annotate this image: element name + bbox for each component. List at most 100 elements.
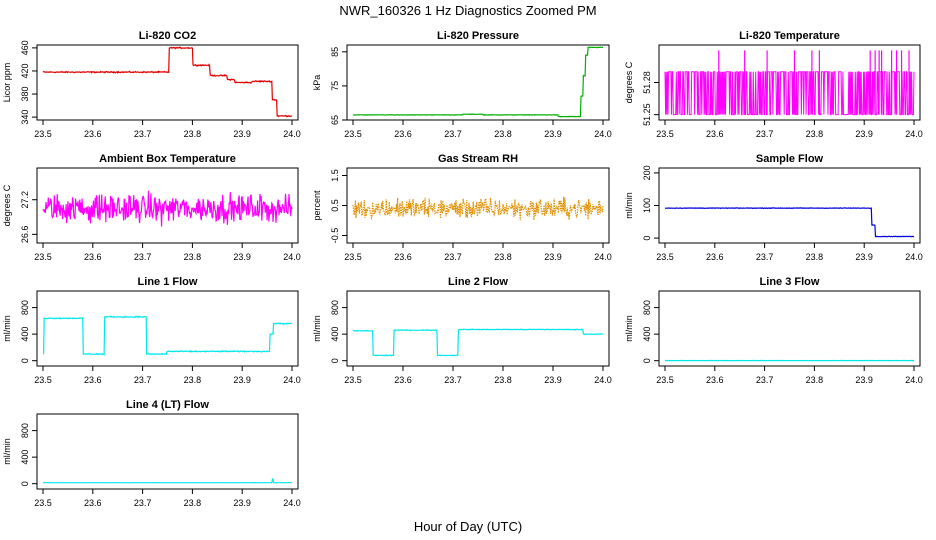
y-tick-label: 800 — [642, 300, 652, 315]
y-tick-label: 85 — [330, 47, 340, 57]
x-tick-label: 23.7 — [134, 375, 152, 385]
panel-ylabel: percent — [312, 190, 322, 221]
x-tick-label: 23.9 — [855, 252, 873, 262]
series-line — [352, 46, 604, 118]
y-tick-label: 460 — [20, 40, 30, 55]
y-tick-label: 800 — [20, 423, 30, 438]
panel-ylabel: degrees C — [2, 184, 12, 226]
x-tick-label: 23.8 — [184, 498, 202, 508]
x-tick-label: 24.0 — [283, 375, 301, 385]
y-tick-label: 0 — [330, 358, 340, 363]
y-tick-label: 26.6 — [20, 226, 30, 244]
plot-frame — [346, 44, 610, 121]
x-tick-label: 23.9 — [855, 129, 873, 139]
panel-title: Ambient Box Temperature — [99, 153, 236, 165]
series-line — [664, 71, 915, 116]
y-tick-label: 400 — [20, 450, 30, 465]
panel-0: Li-820 CO2 Licor ppm 23.5 23.6 23.7 23.8 23.9 2… — [2, 30, 301, 139]
x-tick-label: 23.9 — [855, 375, 873, 385]
x-tick-label: 23.6 — [84, 375, 102, 385]
x-tick-label: 24.0 — [594, 252, 612, 262]
panel-2: Li-820 Temperature degrees C 23.5 23.6 23.7 2… — [624, 30, 923, 139]
y-tick-label: 400 — [642, 327, 652, 342]
x-tick-label: 23.5 — [656, 129, 674, 139]
x-tick-label: 23.5 — [34, 129, 52, 139]
series-line — [352, 328, 603, 357]
x-tick-label: 23.5 — [344, 375, 362, 385]
x-tick-label: 23.7 — [444, 252, 462, 262]
panel-8: Line 3 Flow ml/min 23.5 23.6 23.7 23.8 23.9 24.… — [624, 276, 923, 385]
panel-title: Li-820 CO2 — [139, 30, 196, 42]
x-tick-label: 23.8 — [806, 129, 824, 139]
series-line — [664, 207, 915, 238]
x-tick-label: 24.0 — [905, 252, 923, 262]
series-line — [43, 478, 293, 484]
y-tick-label: 400 — [330, 327, 340, 342]
y-tick-label: -0.5 — [330, 228, 340, 244]
x-tick-label: 23.9 — [233, 129, 251, 139]
x-tick-label: 23.6 — [706, 375, 724, 385]
x-tick-label: 23.5 — [34, 252, 52, 262]
y-tick-label: 0 — [642, 358, 652, 363]
y-tick-label: 51.25 — [642, 103, 652, 126]
x-tick-label: 23.6 — [394, 375, 412, 385]
x-tick-label: 23.5 — [656, 252, 674, 262]
x-tick-label: 24.0 — [283, 129, 301, 139]
x-tick-label: 24.0 — [283, 498, 301, 508]
x-tick-label: 23.6 — [394, 252, 412, 262]
y-tick-label: 340 — [20, 110, 30, 125]
x-tick-label: 23.5 — [34, 498, 52, 508]
x-tick-label: 23.8 — [184, 129, 202, 139]
panel-6: Line 1 Flow ml/min 23.5 23.6 23.7 23.8 23.9 24.… — [2, 276, 301, 385]
y-tick-label: 420 — [20, 63, 30, 78]
x-tick-label: 23.8 — [494, 252, 512, 262]
panel-ylabel: ml/min — [312, 315, 322, 342]
x-tick-label: 23.7 — [134, 129, 152, 139]
x-tick-label: 24.0 — [594, 375, 612, 385]
x-tick-label: 24.0 — [905, 375, 923, 385]
panel-ylabel: degrees C — [624, 61, 634, 103]
x-tick-label: 23.7 — [756, 129, 774, 139]
plot-frame — [36, 413, 299, 490]
x-tick-label: 23.5 — [344, 129, 362, 139]
x-tick-label: 23.7 — [756, 252, 774, 262]
x-tick-label: 24.0 — [283, 252, 301, 262]
x-tick-label: 23.8 — [494, 129, 512, 139]
x-tick-label: 23.9 — [544, 129, 562, 139]
y-tick-label: 800 — [20, 300, 30, 315]
panel-title: Line 4 (LT) Flow — [126, 399, 209, 411]
x-tick-label: 23.7 — [134, 252, 152, 262]
y-tick-label: 380 — [20, 87, 30, 102]
x-tick-label: 23.6 — [706, 129, 724, 139]
panel-7: Line 2 Flow ml/min 23.5 23.6 23.7 23.8 23.9 24.… — [312, 276, 612, 385]
panel-ylabel: Licor ppm — [2, 63, 12, 103]
panel-4: Gas Stream RH percent 23.5 23.6 23.7 23.8 23.9… — [312, 153, 612, 262]
x-tick-label: 23.5 — [34, 375, 52, 385]
panel-title: Gas Stream RH — [438, 153, 518, 165]
x-tick-label: 23.8 — [806, 252, 824, 262]
x-tick-label: 23.6 — [84, 498, 102, 508]
panel-title: Line 3 Flow — [760, 276, 820, 288]
plot-frame — [658, 167, 921, 244]
x-tick-label: 23.9 — [233, 252, 251, 262]
panel-5: Sample Flow ml/min 23.5 23.6 23.7 23.8 23.9 24.… — [624, 153, 923, 262]
y-tick-label: 65 — [330, 115, 340, 125]
plot-frame — [658, 290, 921, 367]
figure-xlabel: Hour of Day (UTC) — [414, 519, 522, 534]
y-tick-label: 0 — [642, 236, 652, 241]
y-tick-label: 1.5 — [330, 169, 340, 182]
panel-9: Line 4 (LT) Flow ml/min 23.5 23.6 23.7 23.8 23… — [2, 399, 301, 508]
x-tick-label: 24.0 — [594, 129, 612, 139]
x-tick-label: 23.8 — [806, 375, 824, 385]
x-tick-label: 24.0 — [905, 129, 923, 139]
panel-ylabel: ml/min — [2, 438, 12, 465]
series-line — [352, 196, 604, 221]
y-tick-label: 75 — [330, 81, 340, 91]
panels: Li-820 CO2 Licor ppm 23.5 23.6 23.7 23.8 23.9 2… — [2, 30, 923, 508]
plot-frame — [346, 290, 610, 367]
y-tick-label: 100 — [642, 198, 652, 213]
x-tick-label: 23.8 — [184, 252, 202, 262]
panel-3: Ambient Box Temperature degrees C 23.5 23.6… — [2, 153, 301, 262]
x-tick-label: 23.7 — [444, 375, 462, 385]
